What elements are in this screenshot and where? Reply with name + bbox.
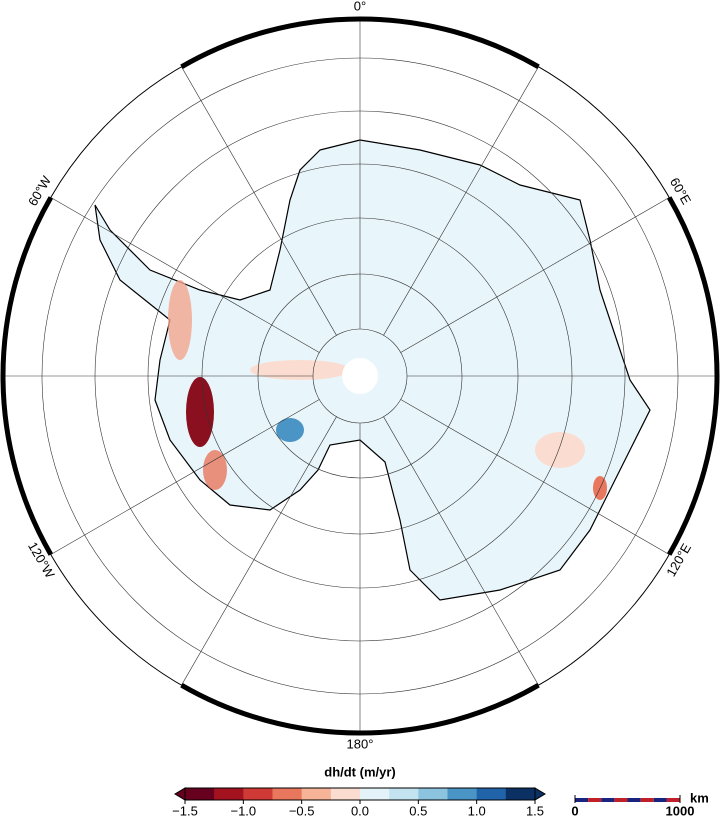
frame-band [180, 683, 540, 736]
colorbar-swatch [447, 788, 477, 800]
colorbar-swatch [360, 788, 390, 800]
colorbar-swatch [214, 788, 244, 800]
pole-hole [342, 358, 378, 394]
meridian [400, 197, 670, 353]
scale-unit: km [690, 790, 709, 805]
scale-segment [614, 798, 628, 802]
change-patch [535, 432, 585, 468]
colorbar-swatch [272, 788, 302, 800]
scale-segment [666, 798, 680, 802]
colorbar-swatch [243, 788, 273, 800]
colorbar-extend [174, 787, 186, 801]
colorbar-tick-label: −1.0 [230, 803, 256, 818]
frame-band [0, 196, 53, 556]
graticule-label: 120°E [663, 541, 694, 580]
colorbar-swatch [505, 788, 536, 800]
meridian [383, 66, 539, 336]
scale-tick-label: 0 [571, 803, 578, 818]
colorbar-tick-label: 0.0 [351, 803, 369, 818]
meridian [50, 399, 320, 555]
colorbar-tick-label: −1.5 [172, 803, 198, 818]
graticule-label: 180° [347, 736, 374, 751]
meridian [383, 416, 539, 686]
change-patch [203, 450, 227, 490]
scale-segment [653, 798, 667, 802]
graticule-lines [0, 16, 720, 736]
frame-band [180, 16, 540, 69]
colorbar-swatch [476, 788, 507, 800]
colorbar-extend [534, 787, 546, 801]
scale-segment [588, 798, 602, 802]
frame-band [667, 196, 720, 556]
colorbar-swatch [389, 788, 419, 800]
graticule-label: 0° [354, 0, 366, 13]
colorbar-tick-label: 1.5 [526, 803, 544, 818]
graticule-label: 120°W [25, 539, 58, 581]
colorbar-swatch [330, 788, 361, 800]
scale-segment [601, 798, 615, 802]
colorbar-swatch [301, 788, 332, 800]
change-patch [186, 377, 214, 447]
meridian [181, 416, 337, 686]
colorbar-swatch [418, 788, 448, 800]
colorbar-title: dh/dt (m/yr) [324, 764, 396, 779]
scale-segment [575, 798, 589, 802]
colorbar-tick-label: 1.0 [468, 803, 486, 818]
change-patch [168, 280, 192, 360]
colorbar-tick-label: −0.5 [289, 803, 315, 818]
colorbar-tick-label: 0.5 [409, 803, 427, 818]
meridian [50, 197, 320, 353]
colorbar-swatch [185, 788, 215, 800]
scale-segment [627, 798, 641, 802]
meridian [400, 399, 670, 555]
scale-segment [640, 798, 654, 802]
change-patch [276, 418, 304, 442]
change-patch [250, 360, 350, 380]
scale-tick-label: 1000 [666, 803, 695, 818]
meridian [181, 66, 337, 336]
